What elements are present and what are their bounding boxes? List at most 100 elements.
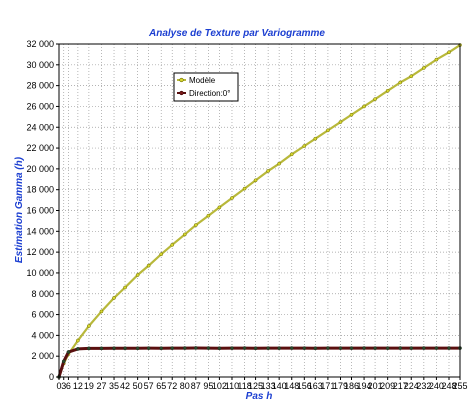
y-tick-label: 2 000 (31, 351, 54, 361)
y-tick-label: 8 000 (31, 289, 54, 299)
x-tick-label: 27 (96, 381, 106, 391)
x-tick-label: 65 (156, 381, 166, 391)
data-point-direction (253, 346, 258, 351)
data-point-modele (338, 120, 343, 124)
y-tick-label: 22 000 (26, 143, 54, 153)
data-point-direction (277, 346, 282, 351)
data-point-modele (289, 152, 294, 157)
data-point-modele (373, 97, 377, 102)
x-tick-label: 217 (393, 381, 408, 391)
x-tick-label: 95 (203, 381, 213, 391)
data-point-modele (434, 57, 439, 62)
x-tick-layer: 0 3 6 12 19 27 35 42 50 57 65 72 80 87 951021101181251… (56, 377, 468, 391)
data-point-modele (76, 338, 80, 343)
x-tick-label: 140 (272, 381, 287, 391)
x-tick-label: 209 (380, 381, 395, 391)
data-point-direction (193, 346, 198, 350)
x-tick-label: 42 (120, 381, 130, 391)
x-tick-label: 171 (320, 381, 335, 391)
data-point-direction (123, 346, 127, 351)
x-tick-label: 35 (109, 381, 119, 391)
data-point-direction (302, 346, 307, 351)
y-tick-label: 14 000 (26, 226, 54, 236)
data-point-direction (135, 346, 140, 351)
x-tick-label: 102 (212, 381, 227, 391)
data-point-modele (409, 74, 414, 79)
x-tick-label: 110 (225, 381, 239, 391)
x-tick-label: 80 (180, 381, 190, 391)
data-point-modele (302, 144, 307, 148)
legend-label-modele: Modèle (189, 76, 216, 85)
y-tick-label: 28 000 (26, 81, 54, 91)
data-point-modele (182, 232, 187, 237)
data-point-modele (326, 128, 330, 133)
data-point-direction (242, 346, 247, 350)
data-point-modele (421, 66, 426, 70)
series-line-modele (57, 44, 461, 378)
x-axis-title: Pas h (246, 391, 273, 402)
x-tick-label: 201 (368, 381, 383, 391)
data-point-direction (349, 346, 354, 351)
x-tick-label: 232 (416, 381, 431, 391)
data-point-modele (349, 112, 354, 117)
data-point-modele (385, 88, 390, 93)
data-point-modele (123, 285, 127, 290)
data-point-direction (87, 346, 91, 351)
x-tick-label: 19 (84, 381, 94, 391)
x-tick-label: 186 (344, 381, 359, 391)
data-point-direction (217, 346, 222, 351)
data-point-modele (193, 223, 198, 227)
data-point-modele (99, 309, 104, 314)
data-point-direction (112, 346, 116, 351)
series-line-direction (57, 346, 460, 378)
data-point-direction (373, 346, 377, 351)
data-point-direction (170, 346, 175, 351)
y-tick-label: 30 000 (26, 60, 54, 70)
x-tick-label: 240 (429, 381, 444, 391)
x-tick-label: 125 (248, 381, 263, 391)
x-tick-label: 118 (237, 381, 251, 391)
x-tick-label: 6 (66, 381, 71, 391)
x-tick-label: 0 (56, 381, 61, 391)
x-tick-label: 255 (452, 381, 467, 391)
data-point-direction (99, 346, 104, 351)
x-tick-label: 194 (357, 381, 372, 391)
data-point-modele (230, 196, 234, 200)
data-point-direction (266, 346, 270, 351)
y-tick-label: 24 000 (26, 122, 54, 132)
y-tick-label: 26 000 (26, 101, 54, 111)
x-tick-label: 133 (261, 381, 276, 391)
y-tick-layer: 0 2 000 4 000 6 000 8 000 10 000 12 000 14 000 1… (26, 39, 59, 382)
data-point-direction (66, 350, 71, 354)
legend-label-direction: Direction:0° (189, 89, 230, 98)
x-tick-label: 163 (308, 381, 323, 391)
x-tick-label: 87 (191, 381, 201, 391)
y-tick-label: 18 000 (26, 185, 54, 195)
data-point-direction (326, 346, 330, 350)
x-tick-label: 3 (61, 381, 66, 391)
x-tick-label: 148 (284, 381, 299, 391)
data-point-modele (447, 50, 451, 55)
data-point-modele (146, 263, 151, 268)
data-point-modele (206, 213, 211, 218)
x-tick-label: 156 (297, 381, 312, 391)
data-point-direction (146, 346, 151, 351)
x-tick-label: 50 (133, 381, 143, 391)
data-point-modele (253, 178, 258, 183)
data-point-direction (447, 346, 451, 350)
y-tick-label: 10 000 (26, 268, 54, 278)
data-point-direction (338, 346, 343, 351)
legend-marker-direction (179, 90, 184, 96)
grid-layer (59, 44, 460, 377)
x-tick-label: 248 (441, 381, 456, 391)
y-tick-label: 12 000 (26, 247, 54, 257)
data-point-modele (87, 324, 91, 328)
data-point-direction (182, 346, 187, 350)
legend-marker-modele (179, 77, 184, 83)
y-tick-label: 4 000 (31, 330, 54, 340)
y-axis-title: Estimation Gamma (h) (14, 156, 25, 263)
y-tick-label: 32 000 (26, 39, 54, 49)
y-tick-label: 6 000 (31, 310, 54, 320)
